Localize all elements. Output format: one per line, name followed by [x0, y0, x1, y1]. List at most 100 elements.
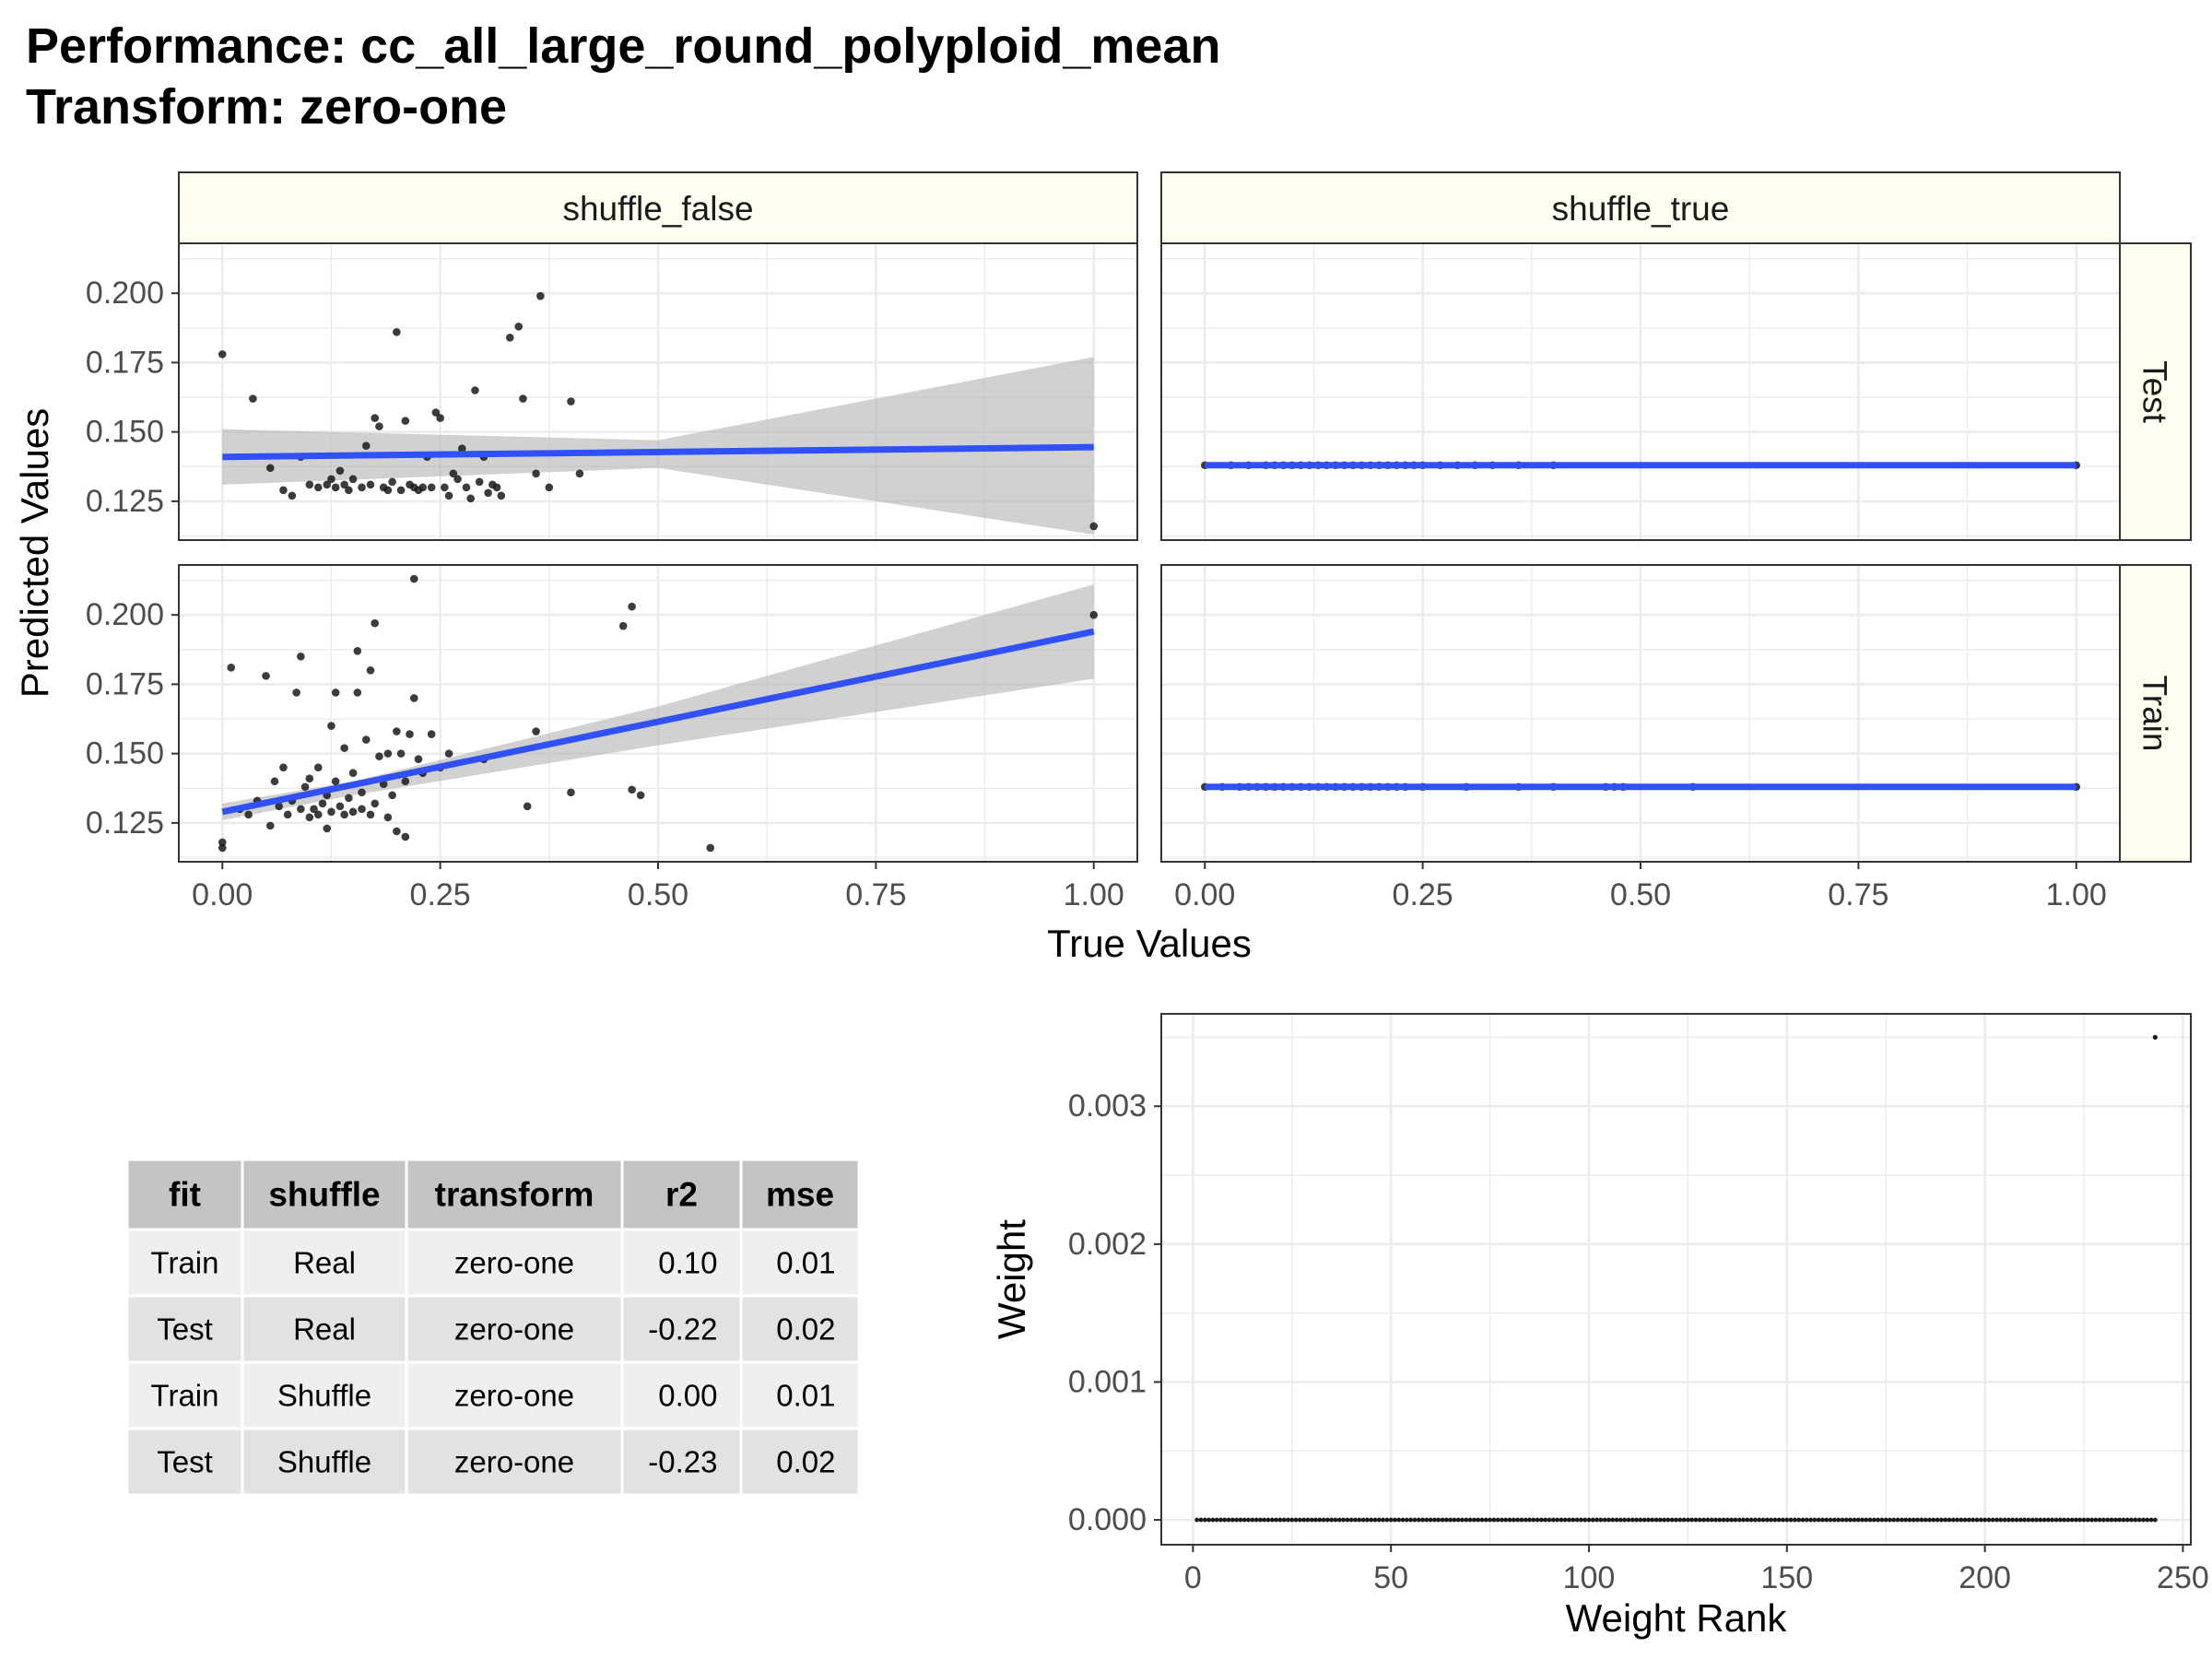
weight-point — [1495, 1517, 1500, 1523]
data-point — [358, 788, 366, 797]
weight-point — [2105, 1517, 2111, 1523]
table-cell-text: zero-one — [454, 1379, 574, 1413]
data-point — [353, 688, 362, 697]
weight-point — [1971, 1517, 1976, 1523]
table-cell — [407, 1297, 621, 1361]
data-point — [431, 408, 441, 417]
weight-point — [1547, 1517, 1552, 1523]
data-point — [313, 483, 323, 492]
weight-point — [1491, 1517, 1497, 1523]
data-point — [310, 805, 318, 814]
table-cell — [407, 1363, 621, 1428]
weight-point — [1634, 1517, 1639, 1523]
weight-point — [1476, 1517, 1481, 1523]
y-tick-label: 0.200 — [86, 597, 164, 632]
table-cell — [742, 1363, 858, 1428]
weight-point — [1590, 1517, 1595, 1523]
weight-point — [1455, 1517, 1461, 1523]
weight-point — [1824, 1517, 1830, 1523]
weight-point — [1246, 1517, 1251, 1523]
weight-point — [1286, 1517, 1290, 1523]
weight-point — [1685, 1517, 1690, 1523]
weight-point — [1265, 1517, 1271, 1523]
weight-point — [2030, 1517, 2035, 1523]
data-point — [484, 488, 492, 498]
table-cell-text: 0.02 — [776, 1312, 835, 1347]
weight-point — [2050, 1517, 2055, 1523]
weight-y-tick-label: 0.001 — [1068, 1364, 1147, 1399]
weight-point — [1448, 1517, 1453, 1523]
weight-point — [1983, 1517, 1988, 1523]
weight-point — [1990, 1517, 1995, 1523]
weight-point — [1626, 1517, 1631, 1523]
data-point — [418, 483, 428, 492]
weight-point — [1348, 1517, 1354, 1523]
data-point — [331, 688, 340, 697]
data-point — [436, 414, 444, 422]
weight-point — [1550, 1517, 1556, 1523]
data-point — [505, 334, 514, 342]
weight-y-tick-label: 0.003 — [1068, 1088, 1147, 1124]
weight-point — [1598, 1517, 1604, 1523]
weight-point — [1483, 1517, 1488, 1523]
weight-point — [1341, 1517, 1347, 1523]
data-point — [401, 777, 410, 786]
weight-point — [1895, 1517, 1900, 1523]
weight-point — [2101, 1517, 2106, 1523]
weight-point — [1436, 1517, 1441, 1523]
weight-point — [1828, 1517, 1833, 1523]
strip-label-shuffle_true: shuffle_true — [1552, 190, 1730, 228]
weight-point — [1606, 1517, 1611, 1523]
weight-point — [1888, 1517, 1892, 1523]
table-cell-text: zero-one — [454, 1312, 574, 1347]
weight-point — [1571, 1517, 1576, 1523]
data-point — [371, 414, 380, 422]
table-header-cell — [742, 1160, 858, 1229]
weight-point — [1471, 1517, 1477, 1523]
weight-point — [1381, 1517, 1385, 1523]
x-tick-label: 0.75 — [1828, 877, 1888, 912]
weight-point — [1812, 1517, 1818, 1523]
data-point — [393, 727, 401, 735]
weight-point — [1460, 1517, 1465, 1523]
data-point — [466, 494, 476, 503]
data-point — [457, 444, 466, 453]
weight-point — [1329, 1517, 1335, 1523]
weight-x-tick-label: 150 — [1760, 1560, 1813, 1595]
data-point — [331, 483, 340, 492]
weight-point — [1309, 1517, 1314, 1523]
y-tick-label: 0.175 — [86, 345, 164, 380]
weight-point — [2026, 1517, 2031, 1523]
title-line-1: Performance: cc_all_large_round_polyploi… — [26, 18, 1220, 74]
weight-point — [1820, 1517, 1825, 1523]
weight-point — [1289, 1517, 1295, 1523]
weight-point — [1867, 1517, 1873, 1523]
strip-test — [2119, 242, 2192, 541]
data-point — [327, 475, 335, 484]
fit-line — [222, 443, 1094, 461]
weight-point — [1891, 1517, 1897, 1523]
data-point — [628, 785, 636, 794]
table-header-cell — [243, 1160, 406, 1229]
y-axis-title: Predicted Values — [13, 408, 56, 698]
data-point — [492, 483, 501, 492]
weight-point — [1277, 1517, 1283, 1523]
table-header-cell — [623, 1160, 740, 1229]
table-cell — [243, 1430, 406, 1494]
data-point — [297, 805, 305, 814]
weight-rank-chart: 0.000 0.001 0.002 0.003 0 50 100 150 200 250 Weigh… — [990, 1013, 2209, 1640]
data-point — [361, 735, 371, 744]
data-point — [335, 802, 345, 811]
data-point — [270, 777, 279, 786]
weight-point — [1697, 1517, 1702, 1523]
weight-point — [1638, 1517, 1643, 1523]
weight-point — [1400, 1517, 1406, 1523]
weight-point — [1959, 1517, 1964, 1523]
table-cell — [407, 1430, 621, 1494]
weight-point — [1729, 1517, 1735, 1523]
y-tick-label: 0.125 — [86, 484, 164, 519]
weight-point — [1527, 1517, 1532, 1523]
weight-point — [1479, 1517, 1485, 1523]
data-point — [401, 832, 410, 841]
weight-point — [1345, 1517, 1350, 1523]
